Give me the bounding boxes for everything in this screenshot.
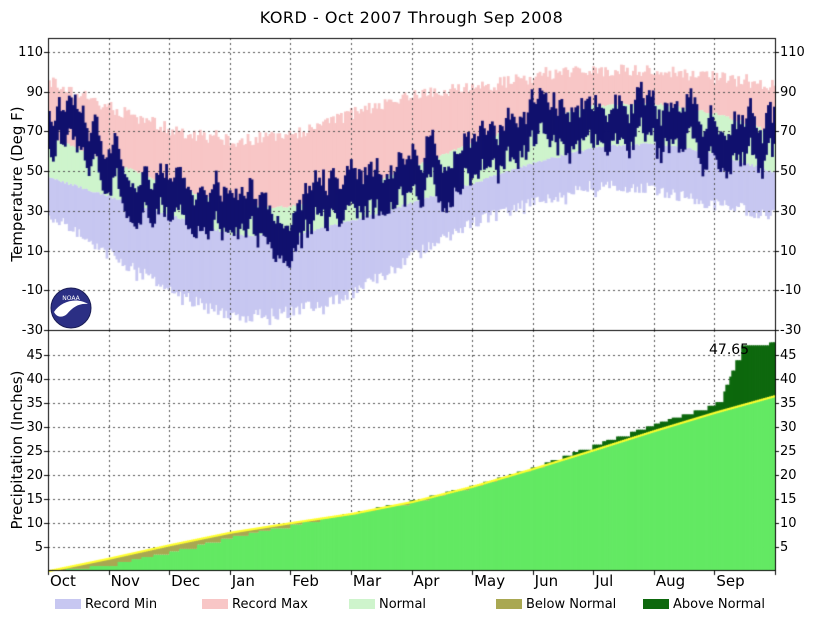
precip-y-tick-label-left: 5 [34, 539, 43, 555]
precip-y-tick-label-left: 15 [26, 491, 43, 507]
precip-y-tick-label-right: 15 [780, 491, 797, 507]
legend-label: Normal [379, 596, 427, 612]
x-axis-month-label: Feb [292, 572, 319, 590]
x-axis-month-label: Jan [231, 572, 255, 590]
legend-label: Above Normal [673, 596, 765, 612]
precip-y-tick-label-right: 30 [780, 419, 797, 435]
x-axis-month-label: Mar [352, 572, 382, 590]
legend-label: Record Max [232, 596, 308, 612]
precip-y-tick-label-left: 30 [26, 419, 43, 435]
temp-y-tick-label-left: 50 [26, 164, 43, 180]
temp-y-tick-label-right: -10 [780, 283, 802, 299]
precip-y-tick-label-left: 40 [26, 371, 43, 387]
x-axis-month-label: Oct [50, 572, 76, 590]
x-axis-month-label: Dec [171, 572, 201, 590]
precip-y-tick-label-left: 20 [26, 467, 43, 483]
noaa-logo-bird-icon [54, 300, 88, 317]
x-axis-month-label: Apr [413, 572, 440, 590]
x-axis-month-label: Nov [110, 572, 140, 590]
legend-label: Record Min [85, 596, 158, 612]
temp-y-tick-label-right: 110 [780, 44, 805, 60]
temp-y-tick-label-left: -10 [21, 283, 43, 299]
precip-y-tick-label-left: 25 [26, 443, 43, 459]
temp-y-tick-label-right: 70 [780, 124, 797, 140]
temp-y-tick-label-left: 110 [18, 44, 43, 60]
legend-swatch-below-normal-icon [496, 599, 522, 609]
temp-y-tick-label-right: 90 [780, 84, 797, 100]
temp-y-tick-label-left: 30 [26, 203, 43, 219]
precip-y-tick-label-right: 5 [780, 539, 789, 555]
precip-y-tick-label-right: 25 [780, 443, 797, 459]
precip-y-tick-label-right: 45 [780, 347, 797, 363]
precip-y-tick-label-right: 35 [780, 395, 797, 411]
x-axis-month-label: Aug [655, 572, 686, 590]
x-axis-month-label: Jul [595, 572, 614, 590]
legend-item-below-normal: Below Normal [496, 595, 616, 613]
legend-swatch-record-min-icon [55, 599, 81, 609]
temp-y-tick-label-right: 30 [780, 203, 797, 219]
legend-swatch-above-normal-icon [643, 599, 669, 609]
legend-label: Below Normal [526, 596, 617, 612]
temp-y-tick-label-left: -30 [21, 323, 43, 338]
temp-y-tick-label-right: 10 [780, 243, 797, 259]
legend-swatch-record-max-icon [202, 599, 228, 609]
noaa-logo-text: NOAA [62, 295, 80, 302]
x-axis-month-label: May [474, 572, 506, 590]
legend-item-normal-band: Normal [349, 595, 426, 613]
legend-item-record-max: Record Max [202, 595, 308, 613]
noaa-logo: NOAA [50, 287, 92, 329]
precip-y-tick-label-left: 45 [26, 347, 43, 363]
x-axis-month-label: Jun [534, 572, 559, 590]
x-axis-month-label: Sep [716, 572, 745, 590]
temp-y-tick-label-left: 90 [26, 84, 43, 100]
precip-y-tick-label-right: 20 [780, 467, 797, 483]
precip-total-annotation: 47.65 [709, 342, 750, 358]
temp-y-tick-label-left: 70 [26, 124, 43, 140]
temp-y-tick-label-right: -30 [780, 323, 802, 338]
temp-y-tick-label-right: 50 [780, 164, 797, 180]
legend: Record Min Record Max Normal Below Normal Ab… [0, 595, 827, 617]
chart-title: KORD - Oct 2007 Through Sep 2008 [259, 8, 564, 27]
legend-item-above-normal: Above Normal [643, 595, 765, 613]
precip-y-tick-label-left: 35 [26, 395, 43, 411]
noaa-logo-emblem: NOAA [50, 287, 92, 329]
precip-y-tick-label-right: 10 [780, 515, 797, 531]
legend-item-record-min: Record Min [55, 595, 157, 613]
precip-y-tick-label-right: 40 [780, 371, 797, 387]
temp-y-tick-label-left: 10 [26, 243, 43, 259]
precip-y-tick-label-left: 10 [26, 515, 43, 531]
legend-swatch-normal-band-icon [349, 599, 375, 609]
